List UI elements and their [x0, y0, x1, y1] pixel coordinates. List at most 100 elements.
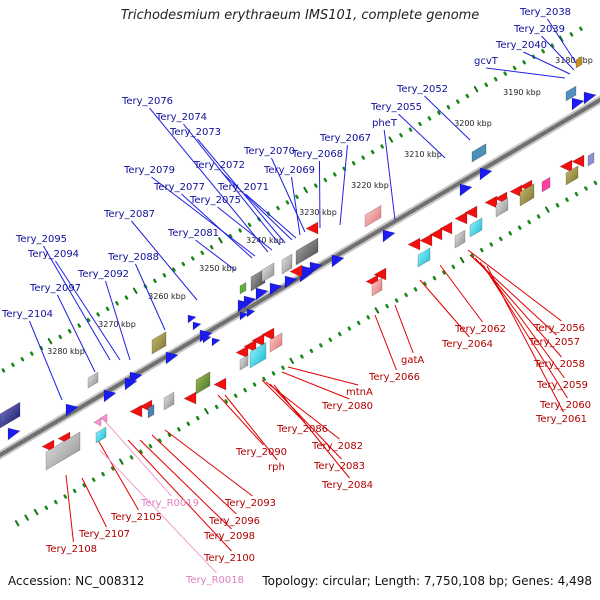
scale-tick: [110, 466, 115, 471]
scale-tick: [319, 343, 323, 348]
forward-gene-arrow: [269, 282, 283, 296]
scale-tick: [446, 105, 451, 110]
forward-gene-label: Tery_2038: [519, 7, 571, 18]
forward-gene-label: Tery_2094: [27, 249, 79, 260]
scale-tick: [101, 471, 105, 477]
scale-tick: [72, 488, 77, 494]
forward-gene-arrow: [124, 377, 138, 391]
scale-tick: [247, 222, 252, 227]
scale-tick: [14, 520, 20, 527]
scale-tick: [53, 499, 58, 505]
scale-label: 3280 kbp: [47, 347, 85, 356]
forward-leader-line: [221, 171, 293, 241]
scale-tick: [300, 354, 304, 359]
scale-tick: [337, 331, 342, 337]
reverse-leader-line: [127, 439, 232, 552]
forward-leader-line: [43, 245, 111, 361]
forward-gene-label: Tery_2077: [153, 182, 205, 193]
reverse-gene-label: Tery_2058: [533, 359, 585, 370]
reverse-gene-label: Tery_2083: [313, 461, 365, 472]
scale-tick: [366, 315, 371, 320]
reverse-gene-arrow: [183, 391, 197, 405]
scale-label: 3210 kbp: [404, 150, 442, 159]
forward-leader-line: [28, 320, 63, 401]
gene-box: [417, 247, 431, 268]
forward-leader-line: [197, 138, 286, 244]
reverse-leader-line: [273, 384, 350, 479]
reverse-gene-label: Tery_2096: [208, 516, 260, 527]
reverse-leader-line: [224, 394, 278, 461]
scale-tick: [493, 77, 498, 82]
forward-gene-arrow: [7, 427, 21, 441]
scale-tick: [77, 323, 81, 328]
scale-tick: [191, 256, 195, 261]
reverse-leader-line: [439, 264, 483, 323]
reverse-leader-line: [479, 261, 565, 379]
reverse-gene-arrow: [464, 205, 478, 219]
scale-label: 3270 kbp: [98, 320, 136, 329]
reverse-gene-label: Tery_2056: [533, 323, 585, 334]
reverse-gene-label: Tery_2086: [276, 424, 328, 435]
scale-tick: [115, 301, 119, 306]
reverse-gene-arrow: [129, 404, 143, 418]
scale-tick: [437, 110, 441, 115]
forward-gene-label: Tery_2070: [243, 146, 295, 157]
gene-box: [151, 331, 167, 355]
reverse-gene-arrow: [407, 237, 421, 251]
reverse-gene-arrow: [289, 264, 303, 278]
scale-tick: [63, 494, 68, 499]
scale-tick: [172, 267, 176, 272]
scale-tick: [347, 326, 352, 331]
genome-summary-text: Topology: circular; Length: 7,750,108 bp…: [262, 574, 592, 588]
forward-gene-label: Tery_2079: [123, 165, 175, 176]
reverse-leader-line: [164, 429, 253, 497]
reverse-gene-label: Tery_2059: [536, 380, 588, 391]
scale-tick: [593, 180, 598, 185]
reverse-leader-line: [281, 371, 350, 400]
rna-leader-line: [99, 449, 217, 574]
forward-leader-line: [523, 51, 571, 75]
scale-tick: [1, 368, 6, 373]
scale-tick: [20, 357, 25, 362]
forward-gene-label: Tery_2104: [1, 309, 53, 320]
reverse-gene-arrow: [559, 159, 573, 173]
reverse-gene-label: Tery_2093: [224, 498, 276, 509]
reverse-gene-arrow: [305, 221, 319, 235]
reverse-gene-arrow: [484, 195, 498, 209]
scale-tick: [418, 121, 422, 127]
forward-gene-arrow: [211, 337, 221, 347]
scale-tick: [58, 334, 63, 340]
forward-leader-line: [398, 113, 446, 159]
scale-tick: [139, 449, 143, 454]
accession-text: Accession: NC_008312: [8, 574, 145, 588]
scale-tick: [153, 278, 157, 284]
forward-leader-line: [318, 160, 321, 229]
reverse-gene-label: Tery_2062: [454, 324, 506, 335]
scale-tick: [427, 116, 432, 121]
gene-box: [565, 165, 579, 186]
scale-tick: [196, 415, 200, 421]
forward-leader-line: [183, 123, 281, 246]
scale-tick: [328, 337, 333, 342]
gene-box: [147, 403, 155, 419]
forward-gene-arrow: [202, 334, 212, 344]
forward-leader-line: [134, 263, 166, 331]
gene-box: [163, 391, 175, 411]
reverse-gene-label: Tery_2100: [203, 553, 255, 564]
gene-box: [454, 229, 466, 249]
gene-box: [250, 268, 266, 292]
scale-tick: [527, 219, 532, 225]
reverse-gene-label: Tery_2105: [110, 512, 162, 523]
scale-label: 3260 kbp: [148, 292, 186, 301]
reverse-leader-line: [486, 265, 564, 413]
reverse-gene-arrow: [261, 327, 275, 341]
scale-label: 3240 kbp: [246, 236, 284, 245]
scale-tick: [455, 99, 460, 104]
scale-tick: [351, 161, 356, 166]
forward-leader-line: [217, 206, 273, 251]
forward-leader-line: [547, 18, 579, 67]
scale-tick: [569, 32, 574, 37]
forward-gene-arrow: [65, 403, 79, 417]
scale-tick: [218, 237, 223, 244]
scale-tick: [385, 303, 389, 309]
